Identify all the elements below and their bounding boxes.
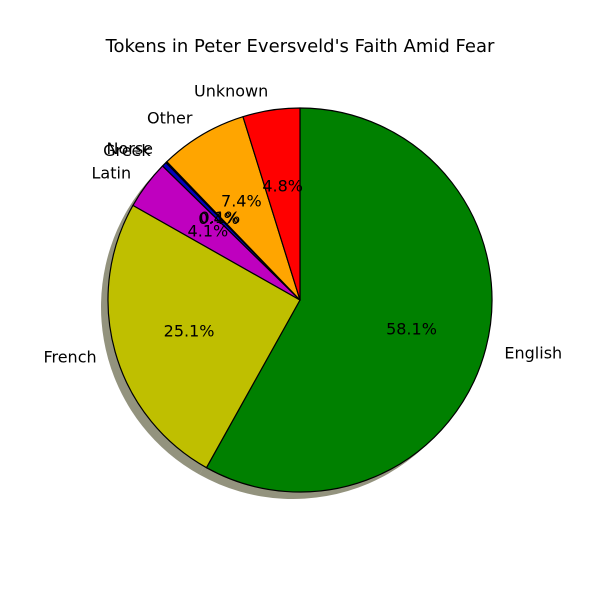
category-label-unknown: Unknown	[194, 82, 268, 101]
percent-labels: 58.1% 25.1% 4.1%0.4%0.1%7.4%4.8%	[164, 177, 437, 341]
pie-slice-french	[107, 204, 301, 469]
percent-label-norse: 0.1%	[200, 208, 241, 227]
percent-label-other: 7.4%	[221, 191, 262, 210]
pie-slice-unknown	[242, 107, 301, 301]
category-label-latin: Latin	[92, 164, 132, 183]
category-label-english: English	[504, 344, 562, 363]
percent-label-greek: 0.4%	[198, 209, 239, 228]
category-label-french: French	[43, 348, 96, 367]
percent-label-unknown: 4.8%	[262, 177, 303, 196]
category-label-norse: Norse	[107, 139, 154, 158]
percent-label-english: 58.1%	[386, 319, 437, 338]
pie-slices	[107, 107, 493, 493]
percent-label-latin: 4.1%	[188, 221, 229, 240]
category-label-greek: Greek	[103, 141, 151, 160]
category-label-other: Other	[147, 109, 193, 128]
pie-slice-english	[205, 107, 493, 493]
percent-label-french: 25.1%	[164, 322, 215, 341]
chart-title: Tokens in Peter Eversveld's Faith Amid F…	[105, 36, 495, 57]
